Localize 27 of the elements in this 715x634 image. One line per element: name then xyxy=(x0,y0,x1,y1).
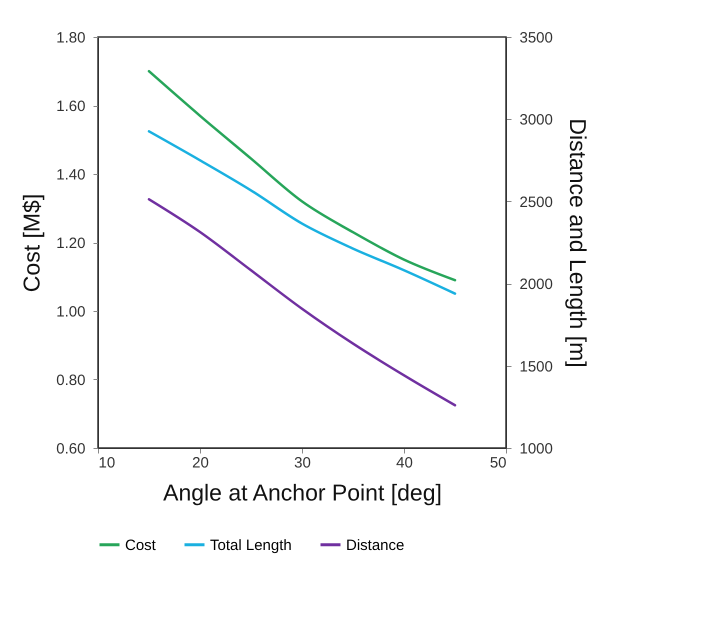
line-series xyxy=(148,70,456,282)
y-tick-label: 1.40 xyxy=(56,166,86,184)
y-tick-label: 1.80 xyxy=(56,30,86,46)
y-tick-label: 1.00 xyxy=(56,304,86,320)
legend-label: Cost xyxy=(125,536,157,554)
line-series xyxy=(148,198,456,407)
y-tick-label: 0.60 xyxy=(56,440,86,458)
line-series xyxy=(148,130,456,295)
x-tick-label: 10 xyxy=(98,454,116,472)
x-tick-label: 30 xyxy=(294,454,311,472)
y-tick-label: 1.60 xyxy=(56,98,86,115)
y-tick-label: 1.20 xyxy=(56,235,86,252)
y2-tick-label: 2000 xyxy=(520,276,553,294)
y-axis-title: Cost [M$] xyxy=(18,194,44,292)
x-tick-label: 20 xyxy=(192,454,209,472)
y2-tick-label: 2500 xyxy=(520,194,553,211)
y2-tick-label: 1500 xyxy=(520,358,553,376)
x-axis-title: Angle at Anchor Point [deg] xyxy=(163,480,442,506)
y2-axis-title: Distance and Length [m] xyxy=(564,118,591,368)
y2-tick-label: 1000 xyxy=(520,440,553,458)
y2-tick-label: 3500 xyxy=(520,30,553,46)
y-tick-label: 0.80 xyxy=(56,372,86,389)
legend-label: Total Length xyxy=(210,536,292,554)
legend-label: Distance xyxy=(346,536,404,554)
x-tick-label: 50 xyxy=(490,454,506,472)
x-tick-label: 40 xyxy=(396,454,413,472)
y2-tick-label: 3000 xyxy=(520,112,553,129)
